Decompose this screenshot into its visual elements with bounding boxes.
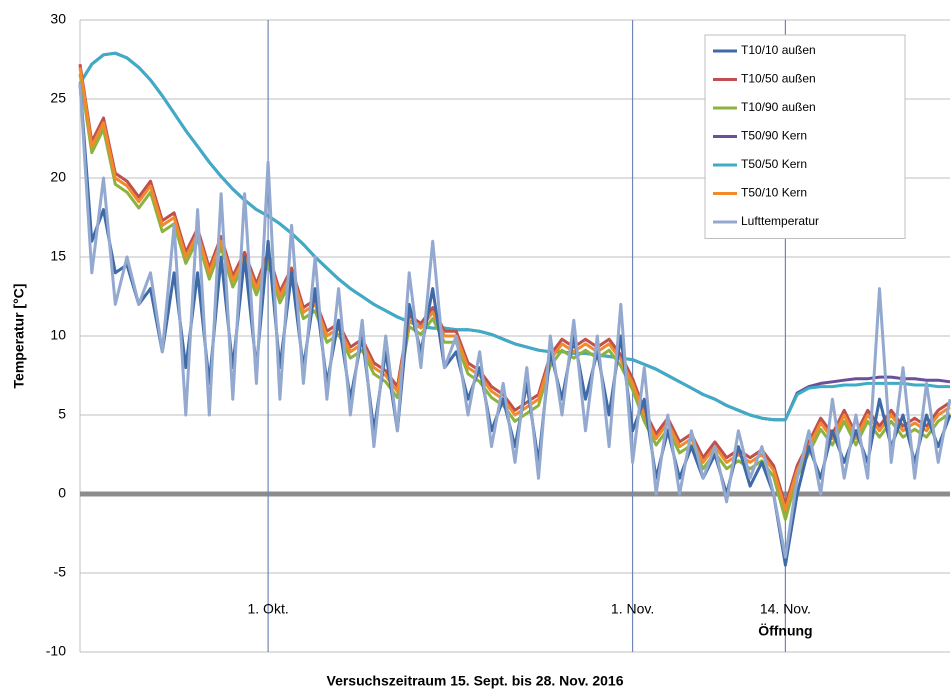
legend-label: T10/10 außen [741,43,816,57]
y-tick-label: 30 [50,11,66,27]
x-tick-label: 1. Okt. [247,601,288,617]
annotation: Öffnung [758,623,812,639]
legend-label: T10/90 außen [741,100,816,114]
y-tick-label: -5 [54,564,67,580]
x-axis-title: Versuchszeitraum 15. Sept. bis 28. Nov. … [327,673,624,689]
y-tick-label: 25 [50,90,66,106]
series-line [78,83,951,567]
x-tick-label: 1. Nov. [611,601,654,617]
legend-label: Lufttemperatur [741,214,819,228]
y-tick-label: 20 [50,169,66,185]
legend-box [704,34,906,239]
y-tick-label: -10 [46,643,66,659]
y-tick-label: 10 [50,327,66,343]
series-line [78,83,951,559]
x-tick-label: 14. Nov. [760,601,811,617]
y-tick-label: 0 [58,485,66,501]
y-tick-label: 5 [58,406,66,422]
legend-label: T50/10 Kern [741,186,807,200]
y-tick-label: 15 [50,248,66,264]
series-line [78,51,950,422]
legend-label: T50/90 Kern [741,129,807,143]
legend-label: T10/50 außen [741,72,816,86]
legend-label: T50/50 Kern [741,157,807,171]
y-axis-title: Temperatur [°C] [11,284,27,389]
